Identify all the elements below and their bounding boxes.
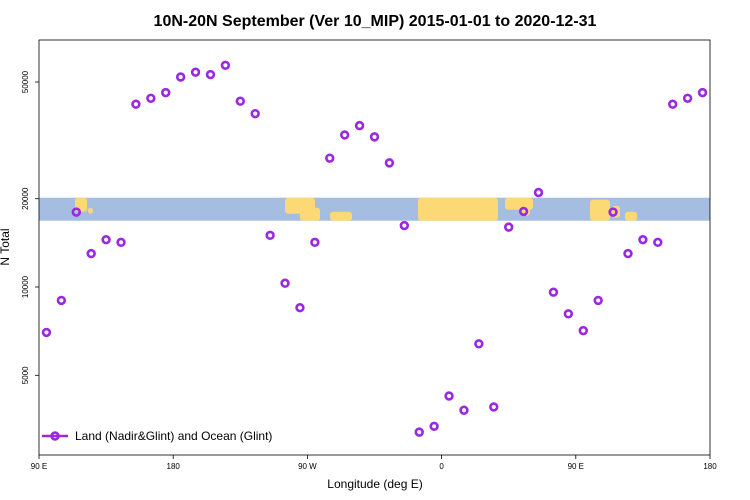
data-point	[459, 405, 469, 415]
data-point	[638, 234, 648, 245]
data-point	[563, 309, 574, 319]
plot-frame	[38, 39, 711, 456]
data-point	[146, 93, 156, 103]
data-point	[653, 237, 663, 248]
map-strip	[39, 197, 710, 221]
data-point	[682, 93, 693, 103]
data-point	[325, 153, 335, 163]
legend-entry: Land (Nadir&Glint) and Ocean (Glint)	[75, 429, 272, 443]
land-mass	[330, 211, 352, 221]
data-point	[399, 220, 410, 231]
x-tick-label: 180	[703, 462, 717, 471]
data-point	[339, 130, 350, 140]
data-point	[697, 87, 708, 98]
y-tick-label: 50000	[21, 70, 30, 93]
data-point	[369, 132, 380, 142]
x-tick-label: 0	[439, 462, 444, 471]
data-point	[414, 427, 424, 437]
data-point	[161, 87, 171, 98]
data-point	[354, 120, 365, 131]
data-point	[190, 67, 201, 77]
y-axis-label: N Total	[0, 228, 12, 265]
data-point	[205, 69, 216, 80]
data-point	[504, 222, 514, 232]
legend-circle-marker	[50, 431, 60, 441]
x-axis-label: Longitude (deg E)	[327, 477, 422, 491]
x-tick-label: 90 W	[298, 462, 317, 471]
land-mass	[418, 197, 498, 221]
data-points	[41, 60, 708, 437]
land-mass	[300, 207, 320, 221]
data-point	[175, 72, 186, 82]
x-tick-label: 180	[167, 462, 181, 471]
data-point	[56, 295, 67, 306]
data-point	[310, 237, 320, 248]
data-point	[384, 158, 395, 168]
x-axis: 90 E 180 90 W 0 90 E 180	[31, 455, 717, 471]
data-point	[608, 207, 618, 217]
land-mass	[505, 197, 533, 210]
x-tick-label: 90 E	[31, 462, 47, 471]
data-point	[71, 207, 81, 217]
y-axis: 5000 10000 20000 50000	[21, 70, 39, 384]
ocean-band	[39, 197, 710, 221]
chart-title: 10N-20N September (Ver 10_MIP) 2015-01-0…	[154, 13, 597, 30]
data-point	[533, 187, 544, 198]
data-point	[489, 402, 499, 412]
data-point	[86, 248, 96, 259]
data-point	[429, 421, 439, 431]
y-tick-label: 20000	[21, 187, 30, 210]
data-point	[101, 234, 111, 245]
data-point	[668, 99, 678, 109]
x-tick-label: 90 E	[568, 462, 584, 471]
land-mass	[590, 199, 610, 221]
data-point	[250, 108, 260, 119]
data-point	[518, 206, 529, 217]
data-point	[280, 278, 290, 288]
data-point	[131, 99, 141, 109]
data-point	[548, 287, 559, 297]
data-point	[623, 248, 633, 259]
legend: Land (Nadir&Glint) and Ocean (Glint)	[42, 429, 272, 443]
data-point	[295, 303, 305, 313]
land-mass	[625, 211, 637, 221]
land-mass	[88, 207, 93, 214]
data-point	[593, 295, 603, 306]
data-point	[444, 391, 454, 401]
data-point	[265, 230, 275, 241]
data-point	[578, 325, 588, 336]
y-tick-label: 10000	[21, 275, 30, 298]
data-point	[474, 339, 484, 349]
data-point	[41, 327, 52, 338]
y-tick-label: 5000	[21, 366, 30, 384]
data-point	[116, 237, 126, 248]
data-point	[220, 60, 231, 71]
data-point	[235, 96, 246, 106]
